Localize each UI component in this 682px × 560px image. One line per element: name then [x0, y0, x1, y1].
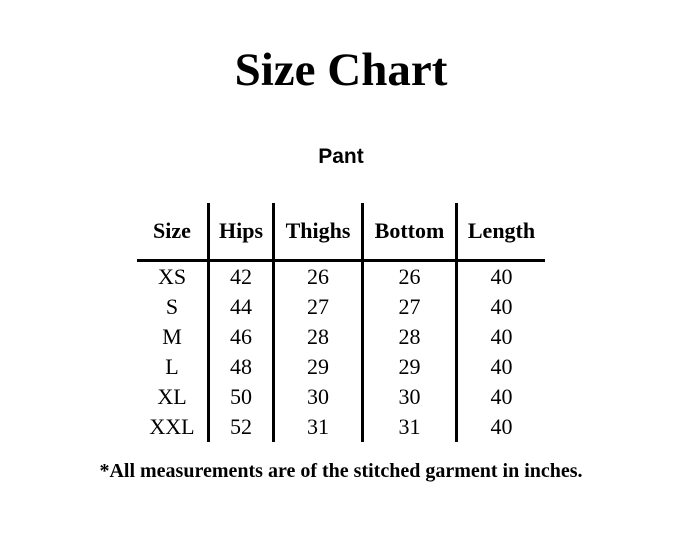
- table-cell: 40: [455, 352, 545, 382]
- table-cell: 44: [207, 292, 274, 322]
- column-header-hips: Hips: [207, 203, 274, 262]
- table-cell: 26: [272, 260, 363, 292]
- table-row: XXL 52 31 31 40: [137, 412, 545, 442]
- table-cell: 52: [207, 412, 274, 442]
- table-cell: 40: [455, 260, 545, 292]
- table-cell: 40: [455, 412, 545, 442]
- table-cell: 31: [361, 412, 457, 442]
- column-header-bottom: Bottom: [361, 203, 457, 262]
- table-cell: XL: [157, 384, 187, 409]
- header-row: Size Hips Thighs Bottom Length: [137, 203, 545, 262]
- table-cell: 40: [455, 292, 545, 322]
- table-row: XS 42 26 26 40: [137, 260, 545, 292]
- table-cell: XS: [157, 264, 187, 289]
- column-header-size: Size: [137, 203, 209, 262]
- table-cell: 40: [455, 382, 545, 412]
- table-cell: 29: [361, 352, 457, 382]
- table-cell: 30: [361, 382, 457, 412]
- table-cell: 40: [455, 322, 545, 352]
- column-header-length: Length: [455, 203, 545, 262]
- table-row: M 46 28 28 40: [137, 322, 545, 352]
- size-table: Size Hips Thighs Bottom Length XS 42 26 26 40 S 44…: [137, 203, 545, 442]
- table-row: S 44 27 27 40: [137, 292, 545, 322]
- table-cell: 31: [272, 412, 363, 442]
- table-cell: 27: [272, 292, 363, 322]
- table-cell: 29: [272, 352, 363, 382]
- table-cell: 42: [207, 260, 274, 292]
- table-cell: L: [165, 354, 179, 379]
- table-cell: S: [165, 294, 179, 319]
- table-cell: XXL: [149, 414, 195, 439]
- section-title: Pant: [318, 145, 364, 168]
- table-cell: 26: [361, 260, 457, 292]
- table-cell: 28: [272, 322, 363, 352]
- table-cell: 27: [361, 292, 457, 322]
- table-row: L 48 29 29 40: [137, 352, 545, 382]
- table-cell: 28: [361, 322, 457, 352]
- column-header-thighs: Thighs: [272, 203, 363, 262]
- table-row: XL 50 30 30 40: [137, 382, 545, 412]
- table-cell: 46: [207, 322, 274, 352]
- page-title: Size Chart: [234, 44, 448, 96]
- table-cell: 50: [207, 382, 274, 412]
- table-cell: M: [162, 324, 182, 349]
- table-cell: 30: [272, 382, 363, 412]
- table-cell: 48: [207, 352, 274, 382]
- footnote: *All measurements are of the stitched ga…: [99, 460, 583, 482]
